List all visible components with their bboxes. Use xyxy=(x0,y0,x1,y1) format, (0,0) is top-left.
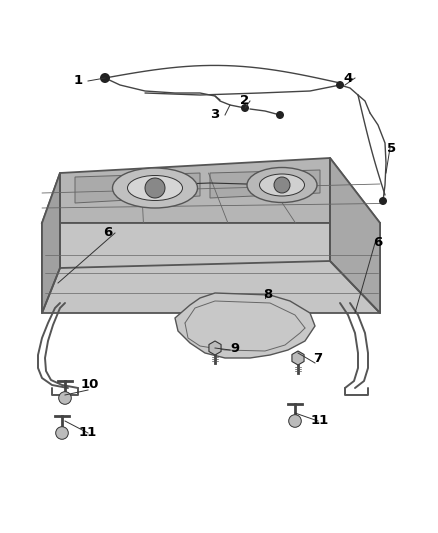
Polygon shape xyxy=(75,173,200,203)
Polygon shape xyxy=(42,173,60,313)
Polygon shape xyxy=(330,158,380,313)
Ellipse shape xyxy=(247,167,317,203)
Circle shape xyxy=(100,73,110,83)
Circle shape xyxy=(59,392,71,405)
Text: 7: 7 xyxy=(314,351,322,365)
Polygon shape xyxy=(42,158,380,223)
Ellipse shape xyxy=(259,174,304,196)
Text: 8: 8 xyxy=(263,288,272,302)
Text: 6: 6 xyxy=(103,227,113,239)
Polygon shape xyxy=(175,293,315,358)
Text: 2: 2 xyxy=(240,94,250,108)
Polygon shape xyxy=(209,341,221,355)
Circle shape xyxy=(336,81,344,89)
Ellipse shape xyxy=(127,175,183,200)
Polygon shape xyxy=(210,170,320,198)
Circle shape xyxy=(241,104,249,112)
Polygon shape xyxy=(42,223,380,313)
Polygon shape xyxy=(292,351,304,365)
Text: 1: 1 xyxy=(74,75,82,87)
Text: 5: 5 xyxy=(388,141,396,155)
Text: 11: 11 xyxy=(311,415,329,427)
Text: 3: 3 xyxy=(210,109,219,122)
Circle shape xyxy=(56,427,68,439)
Circle shape xyxy=(276,111,284,119)
Text: 9: 9 xyxy=(230,342,240,354)
Text: 4: 4 xyxy=(343,71,353,85)
Text: 6: 6 xyxy=(373,237,383,249)
Circle shape xyxy=(274,177,290,193)
Text: 11: 11 xyxy=(79,426,97,440)
Ellipse shape xyxy=(113,168,198,208)
Circle shape xyxy=(379,197,387,205)
Circle shape xyxy=(289,415,301,427)
Text: 10: 10 xyxy=(81,378,99,392)
Circle shape xyxy=(145,178,165,198)
